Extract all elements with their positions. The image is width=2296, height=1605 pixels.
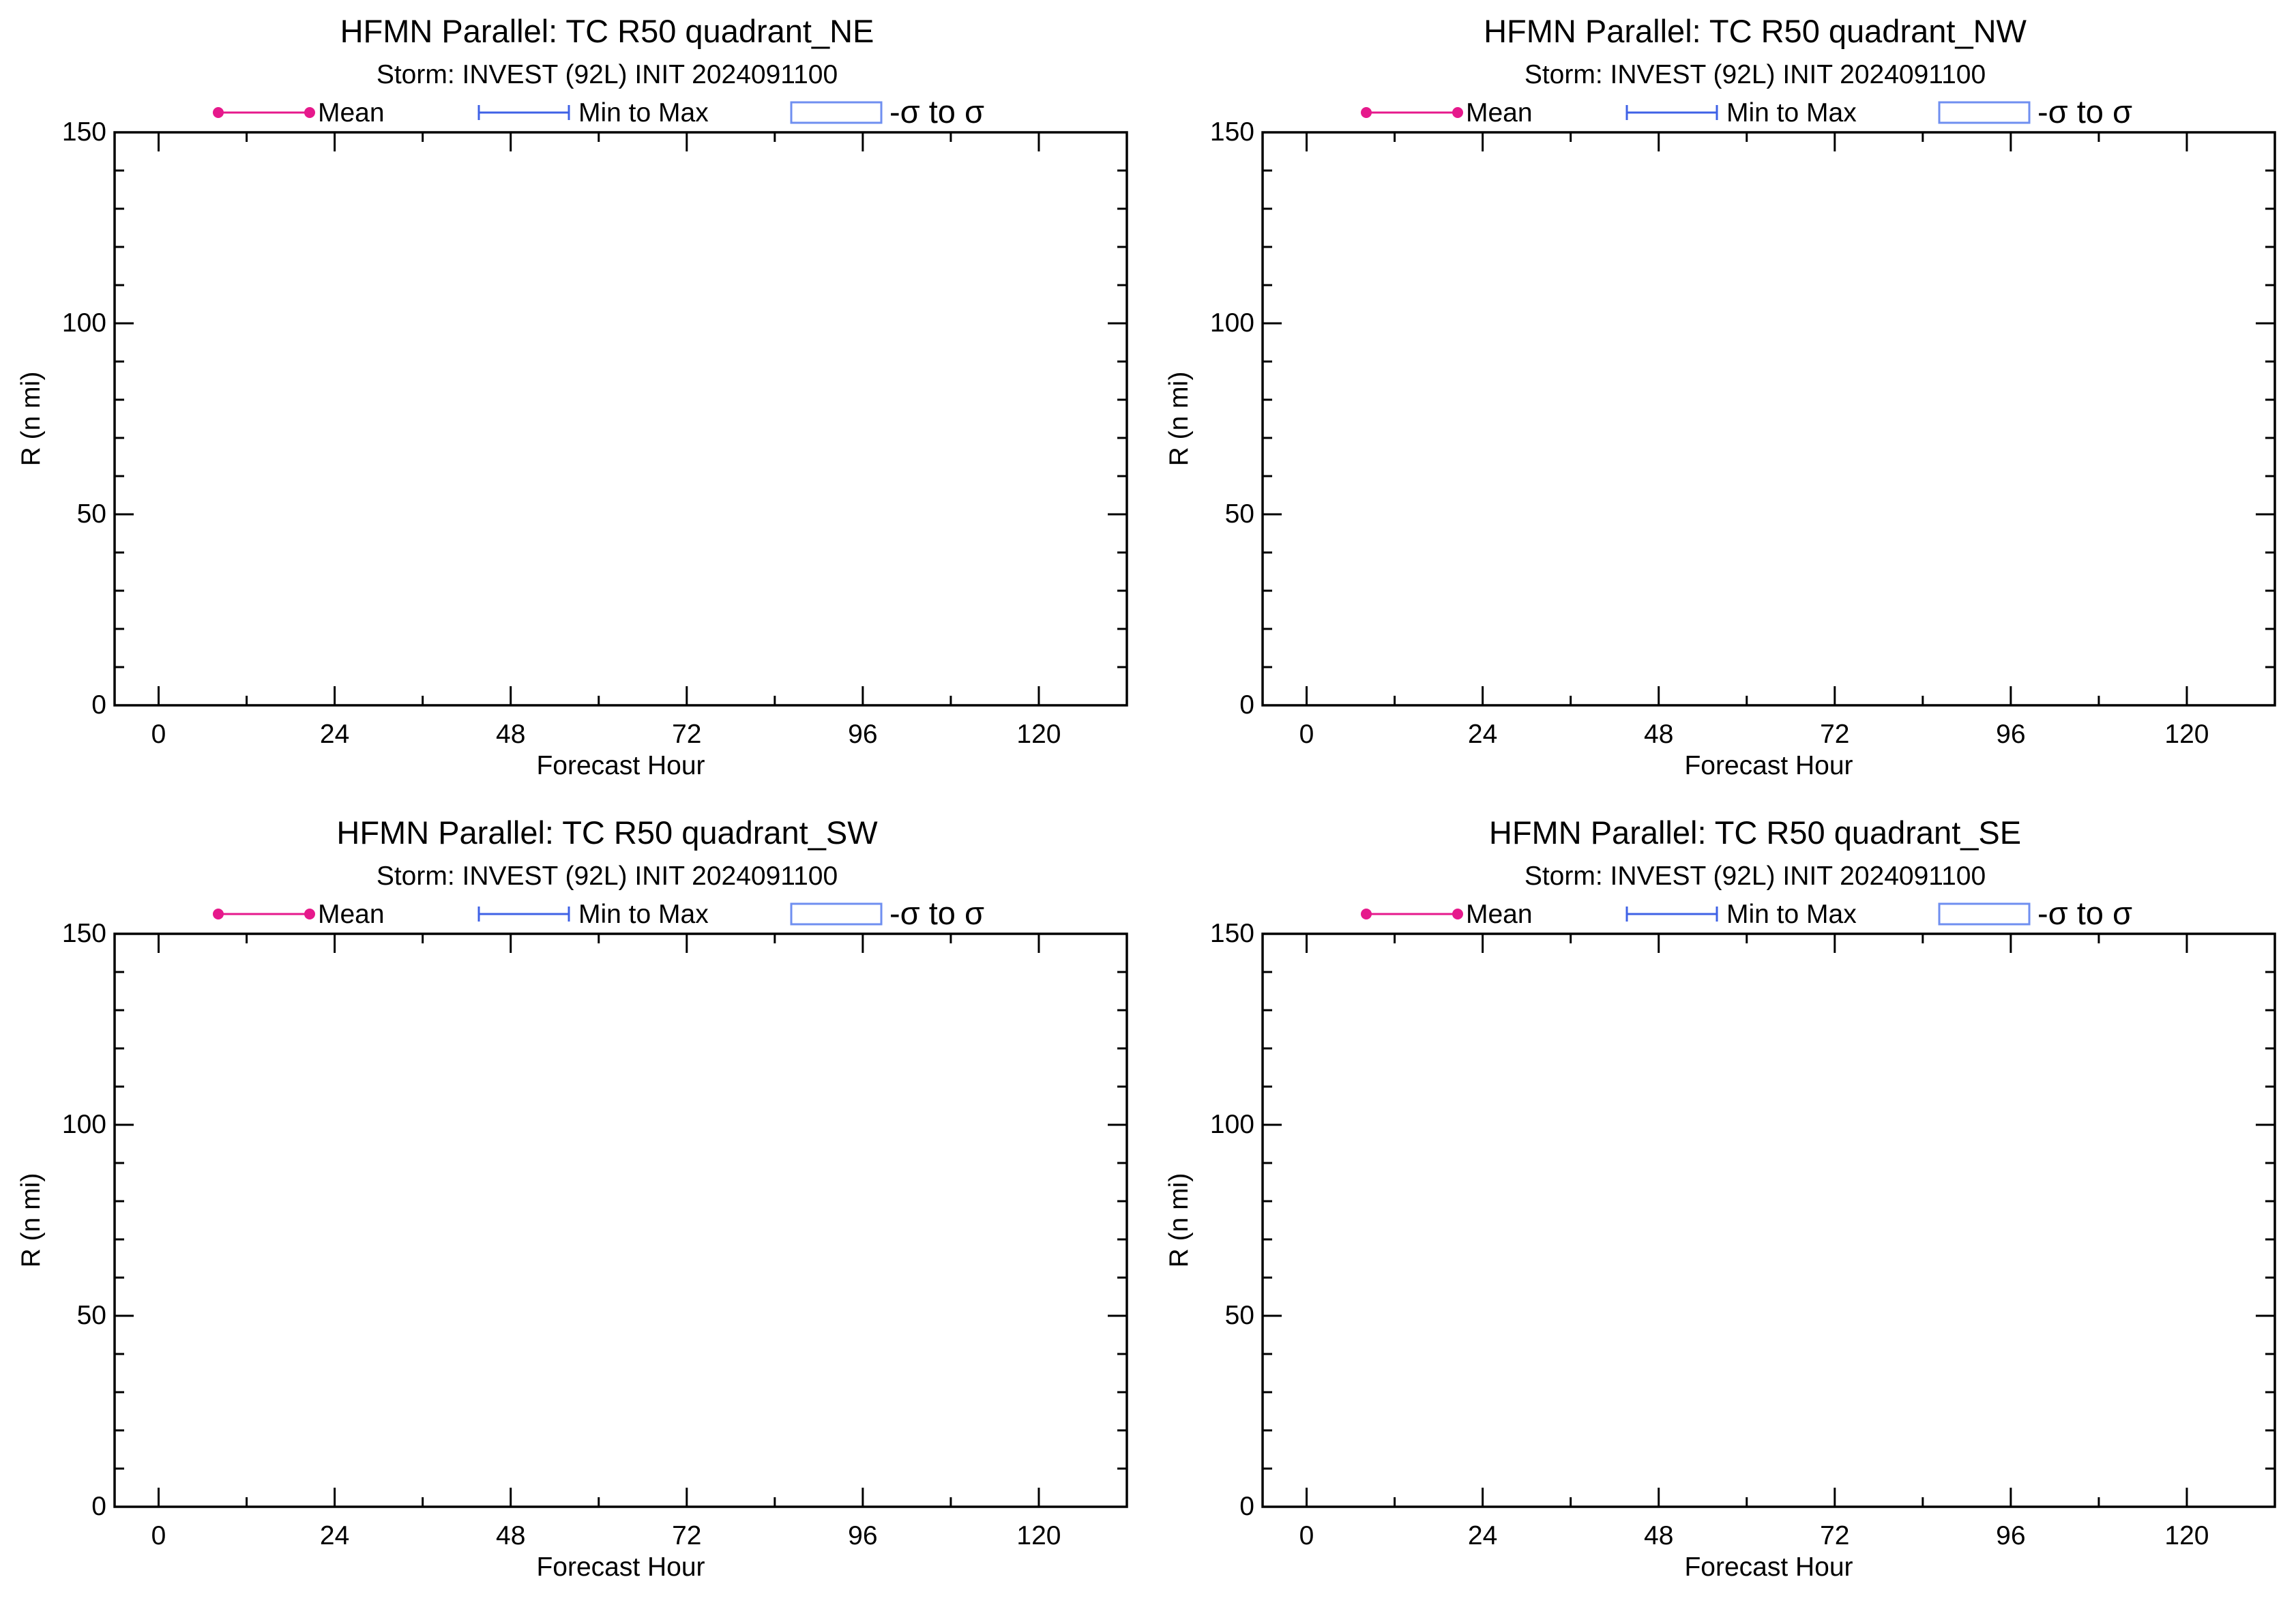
chart-title: HFMN Parallel: TC R50 quadrant_SE [1489,814,2021,851]
y-tick-label: 150 [1210,919,1254,948]
y-tick-label: 100 [1210,1110,1254,1139]
chart-panel: HFMN Parallel: TC R50 quadrant_NE Storm: … [16,13,1128,780]
plot-frame [113,932,1128,1508]
y-tick-label: 50 [77,499,106,529]
x-tick-label: 120 [2164,1521,2209,1550]
legend-sigma-label: -σ to σ [2037,895,2132,931]
legend-mean-marker [213,909,224,919]
x-axis-label: Forecast Hour [536,751,705,780]
chart-legend: Mean Min to Max -σ to σ [1361,93,2132,130]
legend-mean-marker [1452,107,1463,118]
y-tick-label: 50 [1225,499,1254,529]
chart-panel: HFMN Parallel: TC R50 quadrant_SW Storm: … [16,814,1128,1582]
x-axis-label: Forecast Hour [1684,1552,1853,1582]
chart-title: HFMN Parallel: TC R50 quadrant_NE [340,13,874,49]
chart-subtitle: Storm: INVEST (92L) INIT 2024091100 [377,862,838,891]
y-axis-label: R (n mi) [16,372,46,467]
y-tick-label: 50 [1225,1301,1254,1330]
x-tick-label: 72 [1820,720,1849,749]
legend-sigma-label: -σ to σ [889,895,984,931]
legend-mean-marker [304,107,315,118]
x-axis-label: Forecast Hour [1684,751,1853,780]
chart-panel: HFMN Parallel: TC R50 quadrant_NW Storm: … [1164,13,2276,780]
chart-panel: HFMN Parallel: TC R50 quadrant_SE Storm: … [1164,814,2276,1582]
y-axis-label: R (n mi) [1164,1173,1194,1268]
chart-legend: Mean Min to Max -σ to σ [213,895,984,931]
legend-mean-label: Mean [318,900,385,929]
legend-sigma-label: -σ to σ [2037,93,2132,130]
y-tick-label: 100 [62,308,106,338]
x-tick-label: 120 [2164,720,2209,749]
y-axis-label: R (n mi) [16,1173,46,1268]
legend-minmax-label: Min to Max [578,98,709,128]
x-tick-label: 0 [151,1521,166,1550]
legend-sigma-box [790,101,883,124]
legend-sigma-box [790,902,883,926]
x-tick-label: 120 [1016,1521,1061,1550]
x-tick-label: 0 [151,720,166,749]
x-tick-label: 48 [496,1521,525,1550]
y-tick-label: 100 [1210,308,1254,338]
chart-subtitle: Storm: INVEST (92L) INIT 2024091100 [1525,862,1986,891]
x-tick-label: 96 [848,1521,877,1550]
x-tick-label: 72 [672,720,701,749]
legend-mean-marker [1452,909,1463,919]
plot-frame [1261,131,2276,707]
x-tick-label: 72 [672,1521,701,1550]
chart-subtitle: Storm: INVEST (92L) INIT 2024091100 [377,60,838,89]
legend-minmax-label: Min to Max [1726,900,1857,929]
legend-mean-marker [1361,107,1372,118]
x-tick-label: 0 [1299,1521,1314,1550]
y-tick-label: 0 [1239,690,1254,720]
x-axis-label: Forecast Hour [536,1552,705,1582]
chart-title: HFMN Parallel: TC R50 quadrant_NW [1484,13,2027,49]
x-tick-label: 96 [1996,720,2025,749]
chart-subtitle: Storm: INVEST (92L) INIT 2024091100 [1525,60,1986,89]
plot-frame [1261,932,2276,1508]
chart-title: HFMN Parallel: TC R50 quadrant_SW [336,814,878,851]
x-tick-label: 24 [320,1521,349,1550]
legend-mean-marker [213,107,224,118]
x-tick-label: 0 [1299,720,1314,749]
legend-mean-marker [1361,909,1372,919]
x-tick-label: 24 [320,720,349,749]
legend-mean-label: Mean [1466,98,1533,128]
x-tick-label: 96 [848,720,877,749]
y-tick-label: 0 [91,690,106,720]
y-tick-label: 50 [77,1301,106,1330]
x-tick-label: 48 [496,720,525,749]
x-tick-label: 120 [1016,720,1061,749]
x-tick-label: 72 [1820,1521,1849,1550]
y-tick-label: 150 [62,117,106,147]
legend-sigma-label: -σ to σ [889,93,984,130]
y-tick-label: 100 [62,1110,106,1139]
legend-minmax-label: Min to Max [1726,98,1857,128]
legend-mean-marker [304,909,315,919]
chart-legend: Mean Min to Max -σ to σ [213,93,984,130]
x-tick-label: 24 [1468,1521,1497,1550]
x-tick-label: 96 [1996,1521,2025,1550]
legend-mean-label: Mean [318,98,385,128]
x-tick-label: 24 [1468,720,1497,749]
legend-minmax-label: Min to Max [578,900,709,929]
legend-sigma-box [1938,101,2031,124]
y-tick-label: 150 [1210,117,1254,147]
y-tick-label: 0 [91,1492,106,1521]
x-tick-label: 48 [1644,720,1673,749]
y-tick-label: 150 [62,919,106,948]
y-tick-label: 0 [1239,1492,1254,1521]
legend-mean-label: Mean [1466,900,1533,929]
legend-sigma-box [1938,902,2031,926]
y-axis-label: R (n mi) [1164,372,1194,467]
x-tick-label: 48 [1644,1521,1673,1550]
chart-legend: Mean Min to Max -σ to σ [1361,895,2132,931]
plot-frame [113,131,1128,707]
